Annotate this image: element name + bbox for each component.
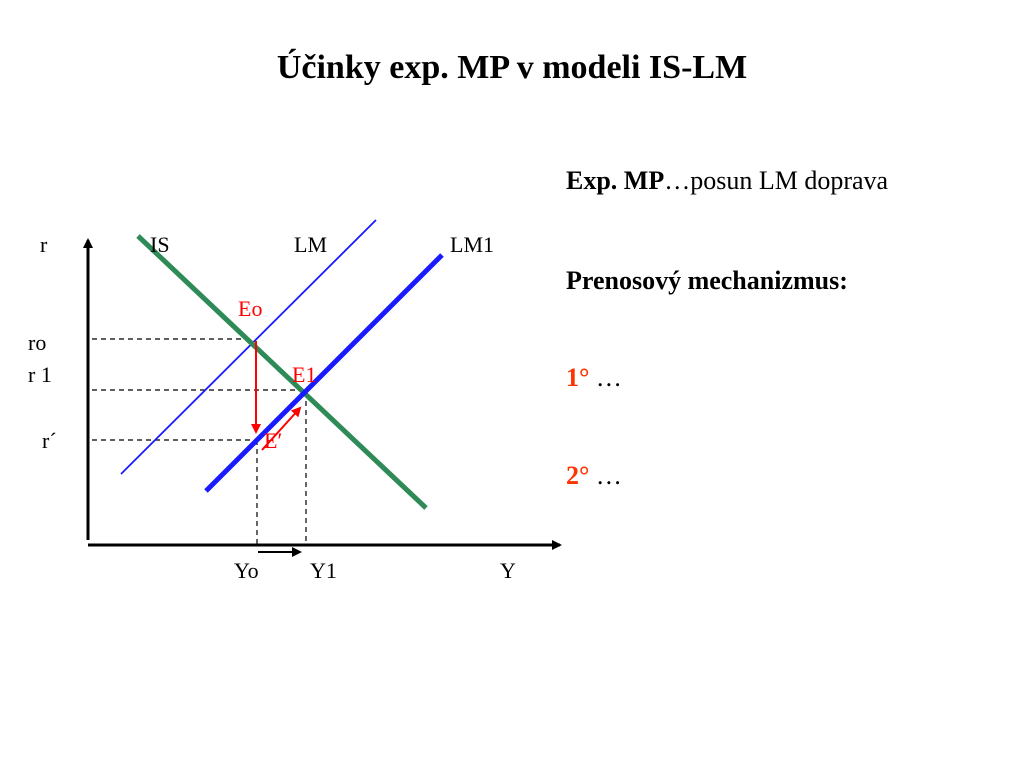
step-1-text: …: [589, 363, 622, 392]
y-axis-label: Y: [500, 558, 516, 583]
note-exp-mp: Exp. MP…posun LM doprava: [566, 163, 888, 199]
step-2-text: …: [589, 461, 622, 490]
r-prime-label: r´: [42, 428, 57, 453]
y1-label: Y1: [310, 558, 337, 583]
note-step-2: 2° …: [566, 458, 622, 494]
note-step-1: 1° …: [566, 360, 622, 396]
note-exp-mp-bold: Exp. MP: [566, 166, 665, 195]
ro-label: ro: [28, 330, 46, 355]
lm-label: LM: [294, 232, 327, 257]
note-exp-mp-rest: …posun LM doprava: [664, 166, 889, 195]
lm-curve: [120, 219, 377, 475]
step-2-number: 2°: [566, 461, 590, 490]
step-1-number: 1°: [566, 363, 590, 392]
e1-label: E1: [292, 362, 316, 387]
is-label: IS: [150, 232, 170, 257]
e-prime-to-e1-arrow: [261, 406, 302, 451]
slide-title: Účinky exp. MP v modeli IS-LM: [276, 49, 748, 86]
eo-label: Eo: [238, 296, 262, 321]
r-axis-label: r: [40, 232, 48, 257]
lm1-label: LM1: [450, 232, 494, 257]
is-curve: [136, 234, 428, 510]
yo-label: Yo: [234, 558, 259, 583]
r1-label: r 1: [28, 362, 52, 387]
note-transmission-heading: Prenosový mechanizmus:: [566, 266, 848, 295]
e-prime-label: E′: [264, 428, 282, 453]
lm1-curve: [204, 253, 444, 493]
